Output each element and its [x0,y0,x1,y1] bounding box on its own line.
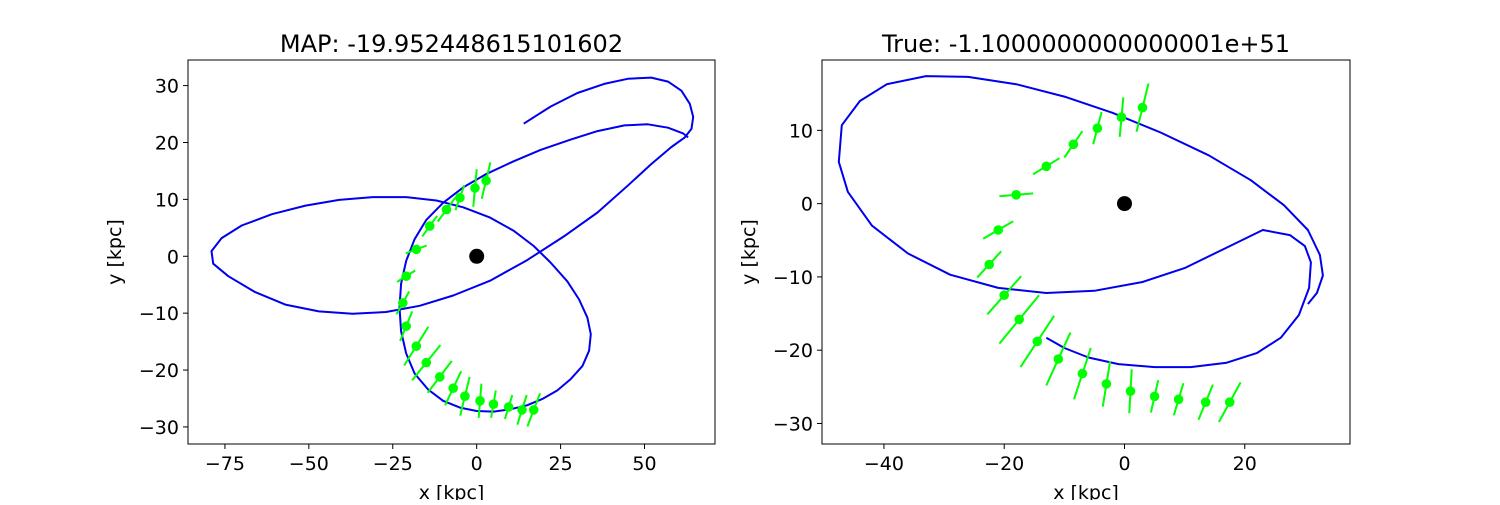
panel-map-title: MAP: -19.952448615101602 [280,30,623,58]
panel-map-data-point [435,372,445,382]
panel-map-ytick-label: −30 [139,417,179,439]
panel-true-ytick-label: −10 [773,267,813,289]
panel-true-data-point [1137,102,1148,113]
panel-map-xtick-label: 25 [548,453,572,475]
panel-map-data-point [411,341,422,352]
panel-map-xtick-label: 0 [471,453,483,475]
panel-true-data-point [1032,336,1043,347]
panel-map-data-point [441,204,452,215]
panel-map-data-point [528,405,539,415]
panel-map-ticks: −75 −50 −25 0 25 50 −30 −20 −10 0 10 20 30 [139,76,657,475]
panel-true-data-point [1125,386,1136,397]
panel-map-xtick-label: −75 [205,453,245,475]
panel-map-data-point [448,383,459,394]
panel-true-xtick-label: 20 [1233,453,1257,475]
panel-map-orbit-line [210,76,695,413]
panel-true-data-point [993,225,1003,235]
panel-true-data-point [1149,391,1160,402]
panel-true-data-point [1014,314,1024,325]
panel-true-data-point [1173,394,1184,405]
panel-true-ytick-label: −30 [773,413,813,435]
panel-map-data-point [421,357,432,368]
panel-map-ytick-label: 10 [155,189,179,211]
panel-map-data-point [401,321,412,332]
panel-true-data-point [1053,354,1064,364]
panel-true-center-marker [1117,196,1132,212]
panel-map-data-point [503,402,514,412]
panel-true-xtick-label: −40 [864,453,904,475]
panel-map-data-point [455,192,465,203]
panel-true-data-point [1200,397,1211,408]
panel-true: True: -1.1000000000000001e+51 −40 −20 0 20−… [738,30,1351,504]
panel-map-data-point [481,175,491,186]
panel-true-data-point [1077,368,1088,379]
panel-true-ylabel: y [kpc] [738,219,760,285]
panel-true-data-point [999,290,1009,301]
panel-true-ticks: −40 −20 0 20 −30 −20 −10 0 10 [773,120,1257,475]
panel-map-center-marker [469,248,485,264]
panel-true-ytick-label: 10 [789,120,813,142]
panel-map-data-point [398,298,408,308]
panel-map-data-point [470,183,480,193]
panel-map-xtick-label: −25 [373,453,413,475]
panel-map-data-point [517,405,527,415]
panel-true-data-point [1068,139,1079,150]
panel-map-data-point [488,399,499,410]
panel-true-xtick-label: 0 [1118,453,1130,475]
panel-true-data-point [1041,161,1052,172]
panel-map-frame [187,59,716,445]
panel-true-data-point [1101,379,1112,389]
panel-map-ytick-label: 0 [167,246,179,268]
panel-map-plot [210,76,695,427]
panel-map-data-point [460,391,470,402]
panel-map-xlabel: x [kpc] [419,482,485,500]
panel-map-data-point [475,396,485,406]
panel-true-ytick-label: 0 [801,194,813,216]
panel-true-frame [821,59,1351,445]
panel-map-data-point [411,244,422,255]
panel-map-ytick-label: −10 [139,303,179,325]
panel-map: MAP: -19.952448615101602 −75 −50 −25 0 25 50−… [104,30,716,504]
panel-map-data-point [401,271,412,282]
panel-map-ytick-label: 20 [155,132,179,154]
panel-map-xtick-label: 50 [632,453,656,475]
panel-true-title: True: -1.1000000000000001e+51 [881,30,1290,58]
panel-true-data-point [1092,123,1103,133]
panel-map-ytick-label: 30 [155,76,179,98]
panel-map-data-point [424,221,435,231]
panel-true-data-point [1011,190,1021,200]
panel-map-ylabel: y [kpc] [104,219,126,285]
panel-true-data-point [984,259,994,270]
panel-true-plot [837,75,1324,423]
panel-map-xtick-label: −50 [289,453,329,475]
panel-map-ytick-label: −20 [139,360,179,382]
panel-true-data-point [1224,397,1235,408]
panel-true-xlabel: x [kpc] [1053,482,1119,500]
panel-true-data-point [1116,112,1127,122]
panel-true-ytick-label: −20 [773,340,813,362]
panel-true-orbit-line [837,75,1324,369]
panel-true-xtick-label: −20 [984,453,1024,475]
